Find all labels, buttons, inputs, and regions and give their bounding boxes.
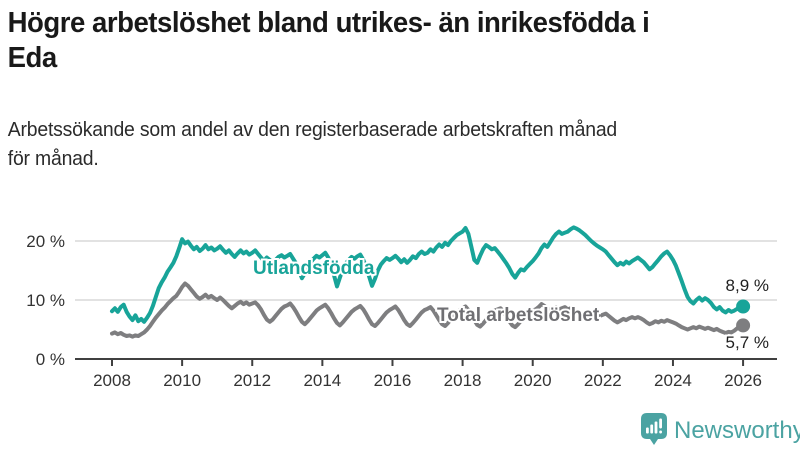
subtitle-line-2: för månad. [7, 147, 99, 170]
chart-subtitle: Arbetssökande som andel av den registerb… [0, 116, 800, 174]
newsworthy-logo: Newsworthy [641, 413, 800, 445]
subtitle-line-1: Arbetssökande som andel av den registerb… [7, 118, 618, 141]
y-axis-tick-label: 0 % [36, 350, 65, 369]
x-axis-tick-label: 2020 [514, 371, 552, 390]
series-line-utlandsf-dda [110, 225, 746, 324]
title-line-2: Eda [7, 41, 58, 74]
line-chart: 0 % 10 % 20 % 2008 2010 2012 2014 2016 2018 2020 2… [26, 225, 777, 390]
x-axis-tick-label: 2026 [724, 371, 762, 390]
chart-header: Högre arbetslöshet bland utrikes- än inr… [0, 0, 800, 174]
x-axis-tick-label: 2010 [163, 371, 201, 390]
series-label-utlandsfodda: Utlandsfödda [253, 258, 375, 279]
axes: 0 % 10 % 20 % 2008 2010 2012 2014 2016 2018 2020 2… [26, 232, 777, 390]
newsworthy-logo-text: Newsworthy [674, 417, 800, 444]
end-value-label-total-arbetsloshet: 5,7 % [726, 333, 769, 352]
series-end-dot-utlandsf-dda [736, 299, 751, 314]
x-axis-tick-label: 2008 [93, 371, 131, 390]
x-axis-tick-label: 2016 [374, 371, 412, 390]
title-line-1: Högre arbetslöshet bland utrikes- än inr… [7, 7, 650, 39]
gridlines [75, 240, 777, 301]
y-axis-tick-label: 20 % [26, 232, 65, 251]
series-end-dot-total-arbetsl-shet [736, 318, 751, 333]
series-label-total-arbetsloshet: Total arbetslöshet [437, 305, 600, 326]
x-axis-tick-label: 2014 [303, 371, 341, 390]
series-lines [110, 225, 751, 339]
x-axis-tick-label: 2022 [584, 371, 622, 390]
bar-chart-speech-bubble-icon [641, 413, 667, 445]
end-value-label-utlandsfodda: 8,9 % [726, 276, 769, 295]
x-axis-tick-label: 2024 [654, 371, 692, 390]
chart-title: Högre arbetslöshet bland utrikes- än inr… [0, 0, 800, 76]
x-axis-tick-label: 2012 [233, 371, 271, 390]
series-line-total-arbetsl-shet [110, 281, 746, 339]
x-axis-tick-label: 2018 [444, 371, 482, 390]
y-axis-tick-label: 10 % [26, 291, 65, 310]
